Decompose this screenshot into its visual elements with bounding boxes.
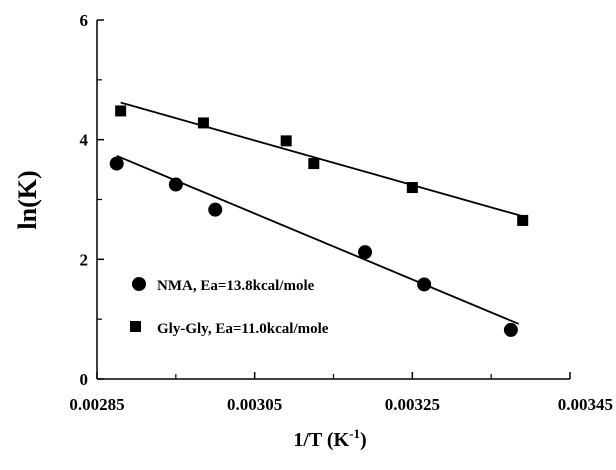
x-axis-title-close: ) [360, 429, 367, 451]
data-point-nma [417, 277, 432, 292]
y-tick-label: 2 [80, 250, 89, 269]
data-point-gly-gly [197, 117, 209, 129]
y-tick-label: 6 [80, 11, 89, 30]
data-point-gly-gly [280, 135, 292, 147]
x-tick-label: 0.00305 [227, 395, 282, 414]
data-point-gly-gly [406, 182, 418, 194]
x-tick-label: 0.00325 [385, 395, 440, 414]
data-point-nma [208, 202, 223, 217]
x-axis-title-main: 1/T (K [293, 429, 349, 451]
fit-line-nma [116, 154, 520, 325]
data-point-nma [503, 322, 518, 337]
legend: NMA, Ea=13.8kcal/mole Gly-Gly, Ea=11.0kc… [130, 277, 329, 337]
legend-marker-gly-gly [130, 321, 141, 332]
x-tick-label: 0.00285 [69, 395, 124, 414]
data-point-nma [168, 177, 183, 192]
y-axis-title: ln(K) [13, 170, 42, 229]
y-tick-label: 4 [80, 131, 89, 150]
x-axis-title: 1/T (K-1) [293, 426, 366, 451]
data-point-gly-gly [308, 158, 320, 170]
legend-label-gly-gly: Gly-Gly, Ea=11.0kcal/mole [157, 321, 329, 337]
y-tick-label: 0 [80, 370, 89, 389]
data-point-nma [358, 245, 373, 260]
x-tick-label: 0.00345 [558, 395, 613, 414]
data-points [109, 105, 529, 337]
data-point-nma [109, 156, 124, 171]
fit-lines [116, 101, 523, 325]
data-point-gly-gly [517, 214, 529, 226]
fit-line-gly-gly [120, 101, 523, 218]
legend-label-nma: NMA, Ea=13.8kcal/mole [157, 278, 315, 294]
data-point-gly-gly [115, 105, 127, 117]
x-axis-title-superscript: -1 [349, 426, 360, 441]
ticks: 0 2 4 6 0.00285 0.00305 0.00325 0.00345 [69, 11, 613, 414]
legend-marker-nma [132, 277, 146, 291]
